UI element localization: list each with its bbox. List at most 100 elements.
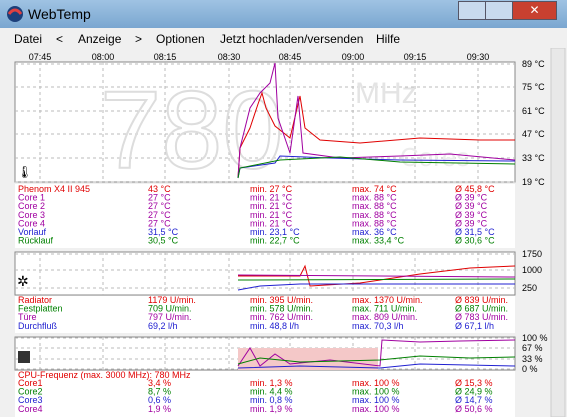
table-cell: Ø 39 °C bbox=[455, 218, 488, 228]
curve bbox=[237, 156, 516, 179]
scrollbar bbox=[550, 48, 566, 417]
maximize-button[interactable] bbox=[485, 1, 513, 20]
thermometer-icon: 🌡 bbox=[17, 165, 32, 179]
table-cell: max. 88 °C bbox=[352, 218, 397, 228]
table-cell: Ø 31,5 °C bbox=[455, 227, 495, 237]
table-cell: min. 23,1 °C bbox=[250, 227, 300, 237]
menu-item[interactable]: < bbox=[56, 32, 64, 46]
watermark-sub: Cores bbox=[400, 142, 469, 172]
cpu-header: CPU-Frequenz (max. 3000 MHz): 780 MHz bbox=[18, 370, 191, 380]
table-cell: Ø 39 °C bbox=[455, 210, 488, 220]
table-bg bbox=[15, 296, 515, 333]
menu-bar bbox=[0, 28, 567, 48]
curve bbox=[237, 278, 516, 281]
table-cell: 3,4 % bbox=[148, 378, 171, 388]
table-cell: 43 °C bbox=[148, 184, 171, 194]
menu-item[interactable]: Jetzt hochladen/versenden bbox=[220, 32, 364, 46]
table-cell: min. 1,9 % bbox=[250, 404, 293, 414]
table-cell: Core 1 bbox=[18, 193, 45, 203]
table-cell: Radiator bbox=[18, 295, 52, 305]
fan-icon: ✲ bbox=[17, 273, 29, 289]
table-cell: Core 4 bbox=[18, 218, 45, 228]
table-cell: min. 0,8 % bbox=[250, 395, 293, 405]
table-cell: Phenom X4 II 945 bbox=[18, 184, 90, 194]
curve bbox=[237, 62, 516, 179]
app-icon bbox=[7, 6, 23, 22]
scale-label: 1750 bbox=[522, 249, 542, 259]
time-label: 09:15 bbox=[404, 52, 427, 62]
table-cell: Ø 67,1 l/h bbox=[455, 321, 494, 331]
table-cell: max. 88 °C bbox=[352, 210, 397, 220]
table-cell: min. 27 °C bbox=[250, 184, 293, 194]
table-cell: min. 21 °C bbox=[250, 218, 293, 228]
table-cell: Ø 24,9 % bbox=[455, 387, 493, 397]
table-cell: max. 100 % bbox=[352, 395, 400, 405]
table-cell: Ø 15,3 % bbox=[455, 378, 493, 388]
table-cell: 8,7 % bbox=[148, 387, 171, 397]
table-cell: Türe bbox=[18, 312, 37, 322]
table-cell: min. 578 U/min. bbox=[250, 304, 313, 314]
table-cell: Core 3 bbox=[18, 210, 45, 220]
table-cell: 1179 U/min. bbox=[148, 295, 196, 305]
table-cell: max. 809 U/min. bbox=[352, 312, 418, 322]
menu-item[interactable]: > bbox=[135, 32, 143, 46]
table-cell: max. 74 °C bbox=[352, 184, 397, 194]
table-cell: Core2 bbox=[18, 387, 43, 397]
watermark-unit: MHz bbox=[355, 77, 417, 110]
table-cell: min. 4,4 % bbox=[250, 387, 293, 397]
table-cell: 27 °C bbox=[148, 218, 171, 228]
table-cell: max. 88 °C bbox=[352, 193, 397, 203]
table-cell: min. 48,8 l/h bbox=[250, 321, 299, 331]
scale-label: 33 % bbox=[522, 354, 543, 364]
table-cell: Ø 839 U/min. bbox=[455, 295, 508, 305]
table-bg bbox=[15, 371, 515, 417]
table-cell: max. 711 U/min. bbox=[352, 304, 417, 314]
table-cell: max. 100 % bbox=[352, 387, 400, 397]
table-cell: max. 88 °C bbox=[352, 201, 397, 211]
scale-label: 1000 bbox=[522, 265, 542, 275]
table-cell: min. 21 °C bbox=[250, 210, 293, 220]
curve bbox=[237, 339, 516, 367]
menu-item[interactable]: Optionen bbox=[156, 32, 205, 46]
menu-item[interactable]: Anzeige bbox=[78, 32, 122, 46]
table-cell: Ø 687 U/min. bbox=[455, 304, 508, 314]
table-cell: Core1 bbox=[18, 378, 43, 388]
scale-label: 250 bbox=[522, 283, 537, 293]
scale-label: 89 °C bbox=[522, 59, 545, 69]
title-bar: WebTemp ✕ bbox=[0, 0, 567, 28]
chip-icon bbox=[18, 351, 30, 363]
scale-label: 47 °C bbox=[522, 129, 545, 139]
table-cell: Vorlauf bbox=[18, 227, 47, 237]
scale-label: 100 % bbox=[522, 333, 548, 343]
table-cell: 31,5 °C bbox=[148, 227, 179, 237]
table-cell: Core4 bbox=[18, 404, 43, 414]
table-cell: Rücklauf bbox=[18, 236, 54, 246]
scale-label: 67 % bbox=[522, 343, 543, 353]
time-label: 08:15 bbox=[154, 52, 177, 62]
graph-area bbox=[14, 61, 516, 183]
table-cell: max. 36 °C bbox=[352, 227, 397, 237]
table-cell: max. 33,4 °C bbox=[352, 236, 405, 246]
table-cell: min. 762 U/min. bbox=[250, 312, 313, 322]
curve bbox=[237, 283, 515, 291]
table-cell: Ø 783 U/min. bbox=[455, 312, 508, 322]
curve bbox=[237, 355, 516, 365]
minimize-button[interactable] bbox=[458, 1, 486, 20]
time-label: 08:30 bbox=[218, 52, 241, 62]
table-cell: min. 395 U/min. bbox=[250, 295, 313, 305]
close-button[interactable]: ✕ bbox=[512, 1, 557, 20]
scale-label: 33 °C bbox=[522, 153, 545, 163]
table-cell: Ø 30,6 °C bbox=[455, 236, 495, 246]
scale-label: 75 °C bbox=[522, 82, 545, 92]
time-label: 09:00 bbox=[342, 52, 365, 62]
table-cell: Ø 45,8 °C bbox=[455, 184, 495, 194]
table-cell: min. 21 °C bbox=[250, 201, 293, 211]
table-cell: Core 2 bbox=[18, 201, 45, 211]
table-cell: 27 °C bbox=[148, 193, 171, 203]
table-cell: min. 21 °C bbox=[250, 193, 293, 203]
menu-item[interactable]: Hilfe bbox=[376, 32, 401, 46]
graph-area bbox=[14, 251, 516, 296]
table-cell: max. 100 % bbox=[352, 404, 400, 414]
menu-item[interactable]: Datei bbox=[14, 32, 43, 46]
